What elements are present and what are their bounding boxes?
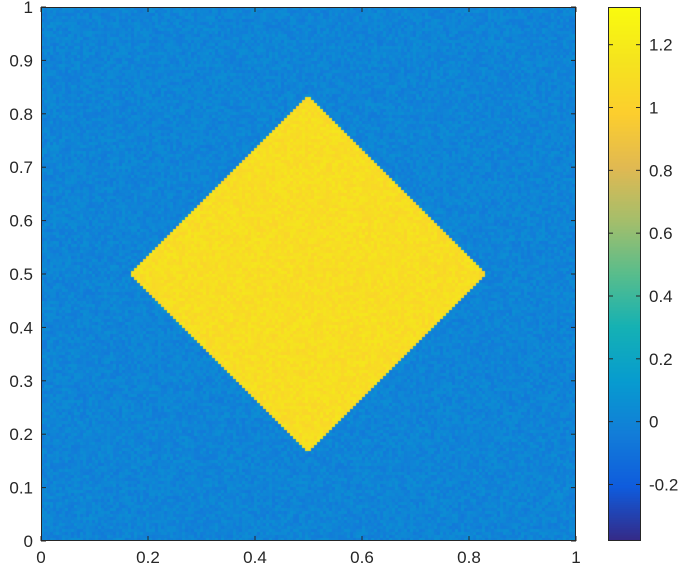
colorbar-tick-label: 1 [649, 99, 658, 118]
x-tick-label: 1 [571, 548, 580, 567]
y-tick-label: 0.1 [9, 479, 33, 498]
colorbar-tick-label: 1.2 [649, 36, 673, 55]
y-tick-label: 0.3 [9, 372, 33, 391]
colorbar-tick-label: 0.4 [649, 287, 673, 306]
colorbar-tick-label: 0 [649, 413, 658, 432]
plot-axes-box [41, 7, 576, 541]
colorbar-tick-label: 0.8 [649, 161, 673, 180]
x-tick-label: 0.4 [243, 548, 267, 567]
x-tick-label: 0.8 [457, 548, 481, 567]
x-tick-label: 0.2 [136, 548, 160, 567]
y-tick-label: 0.7 [9, 158, 33, 177]
heatmap-plot-area [41, 7, 576, 541]
y-tick-label: 0.2 [9, 425, 33, 444]
colorbar-tick-label: -0.2 [649, 475, 678, 494]
colorbar-tick-label: 0.2 [649, 350, 673, 369]
y-tick-label: 0.8 [9, 105, 33, 124]
colorbar [608, 7, 641, 541]
y-tick-label: 1 [24, 0, 33, 17]
y-tick-label: 0.5 [9, 265, 33, 284]
colorbar-box [608, 7, 641, 541]
x-tick-label: 0.6 [350, 548, 374, 567]
colorbar-tick-label: 0.6 [649, 224, 673, 243]
y-tick-label: 0.4 [9, 318, 33, 337]
y-tick-label: 0.9 [9, 51, 33, 70]
x-tick-label: 0 [36, 548, 45, 567]
y-tick-label: 0.6 [9, 212, 33, 231]
y-tick-label: 0 [24, 532, 33, 551]
